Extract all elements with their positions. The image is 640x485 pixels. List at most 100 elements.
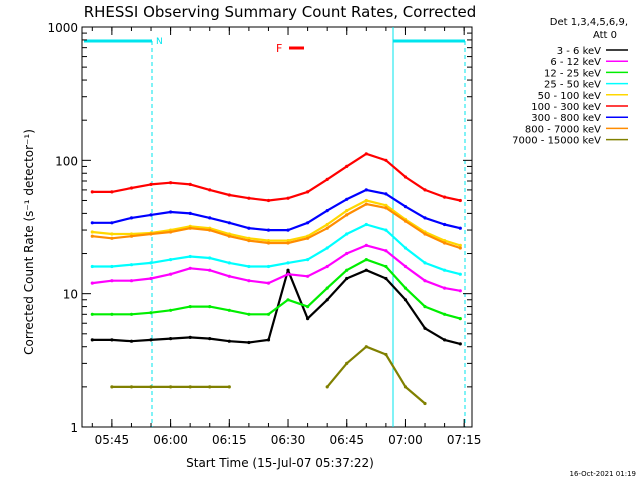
series-point [247,279,251,283]
series-point [286,272,290,276]
series-point [247,312,251,316]
series-point [443,312,447,316]
series-point [306,221,310,225]
series-point [227,234,231,238]
series-point [110,190,114,194]
series-point [208,256,212,260]
series-point [169,385,173,389]
series-point [345,361,349,365]
series-point [423,232,427,236]
x-axis-title: Start Time (15-Jul-07 05:37:22) [186,456,374,470]
series-point [110,312,114,316]
series-point [423,326,427,330]
series-point [364,345,368,349]
flag-marker: F [276,42,304,55]
legend-label: 50 - 100 keV [538,91,602,102]
series-point [90,312,94,316]
series-point [266,281,271,285]
series-line [92,258,461,320]
series-point [345,164,349,168]
series-point [306,236,310,240]
series-point [403,264,408,269]
series-point [169,308,173,312]
series-point [423,279,427,283]
series-point [325,286,329,290]
series-point [286,261,290,265]
series-point [227,308,231,312]
series-point [384,158,388,162]
series-point [169,258,173,262]
series-point [266,338,271,342]
series-point [110,338,114,342]
series-point [364,198,368,203]
series-point [325,246,329,250]
series-point [364,152,368,156]
series-point [403,175,408,179]
series-point [169,210,173,214]
series-point [384,206,388,210]
series-point [403,286,408,290]
legend-label: 100 - 300 keV [531,102,601,113]
legend-label: 6 - 12 keV [550,57,601,68]
x-tick-label: 07:15 [447,433,482,447]
series-point [306,305,310,309]
series-point [188,211,192,215]
series-line [92,223,461,276]
legend-label: 3 - 6 keV [557,46,601,57]
series-point [90,234,94,238]
series-point [458,289,462,293]
series-point [208,305,212,309]
legend-label: 800 - 7000 keV [525,124,601,135]
series-point [458,243,462,247]
series-point [364,202,368,206]
series-point [325,222,329,227]
series-point [458,317,462,321]
series-point [458,342,462,346]
series-point [345,232,349,236]
series-point [149,276,153,281]
series-point [443,286,447,290]
series-point [188,226,192,230]
series-point [247,340,251,345]
series-line [92,188,461,232]
series-point [458,226,462,230]
series-point [443,195,447,199]
series-point [266,228,271,232]
series-point [384,228,388,232]
legend-label: 300 - 800 keV [531,113,601,124]
series-point [325,177,329,181]
series-point [266,264,271,269]
series-point [443,222,447,227]
series-point [345,213,349,217]
axes-layer: 05:45 06:00 06:15 06:30 06:45 07:00 07:15 1 10 10… [47,21,481,447]
series-point [306,317,310,321]
series-point [266,198,271,203]
series-point [90,281,94,285]
series-point [423,261,427,265]
legend-label: 25 - 50 keV [544,80,601,91]
flag-label: F [276,42,282,55]
series-point [110,232,114,236]
series-point [325,385,329,389]
series-layer [90,152,462,406]
series-point [129,232,134,236]
series-line [326,345,426,405]
series-point [169,230,173,234]
series-point [110,264,114,269]
series-line [92,203,461,250]
series-point [149,213,153,217]
legend-header-1: Det 1,3,4,5,6,9, [550,17,628,28]
series-point [345,209,349,213]
x-tick-label: 06:30 [271,433,306,447]
series-point [266,239,271,243]
series-point [169,272,173,276]
series-point [149,232,153,236]
series-point [247,196,251,200]
series-point [403,219,408,223]
series-point [129,385,134,389]
series-point [458,198,462,203]
series-point [90,221,94,225]
series-point [227,221,231,225]
series-point [325,209,329,213]
